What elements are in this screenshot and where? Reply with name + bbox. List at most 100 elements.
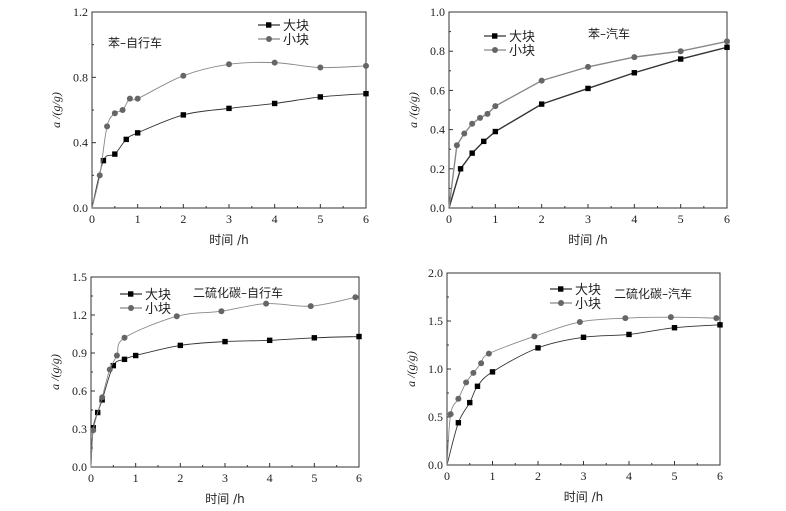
data-point-square <box>717 322 723 328</box>
data-point-square <box>671 325 678 331</box>
y-axis-label: a /(g/g) <box>49 92 63 128</box>
legend-label: 大块 <box>509 30 535 45</box>
y-tick-label: 1.5 <box>72 270 87 284</box>
data-point-circle <box>484 110 491 117</box>
x-axis-label: 时间 /h <box>205 492 244 506</box>
series-line-1 <box>446 324 721 466</box>
data-point-square <box>469 150 475 156</box>
data-point-square <box>492 128 499 135</box>
data-point-circle <box>576 318 583 325</box>
x-axis-label: 时间 /h <box>209 233 248 247</box>
panel-4: 0 1 2 3 4 5 6 0.0 0.5 1.0 1.5 2.0 时间 /h a /(g/g) 二硫化碳–… <box>404 266 723 504</box>
data-point-square <box>356 333 362 340</box>
panel-title: 苯–自行车 <box>108 35 162 50</box>
series-line-2 <box>90 296 356 468</box>
data-point-circle <box>667 314 674 321</box>
data-point-square <box>132 352 139 359</box>
legend-marker-square <box>128 291 134 297</box>
y-tick-label: 0.3 <box>72 422 87 436</box>
data-point-square <box>457 166 464 172</box>
x-tick-label: 2 <box>177 471 183 485</box>
x-tick-label: 5 <box>317 212 323 226</box>
data-point-circle <box>99 394 106 401</box>
legend-marker-square <box>492 33 498 39</box>
data-point-square <box>481 138 487 145</box>
y-tick-label: 0.5 <box>428 410 443 424</box>
legend-label: 小块 <box>145 302 171 317</box>
x-axis-label: 时间 /h <box>568 233 607 247</box>
legend-marker-square <box>558 286 564 292</box>
panel-title: 二硫化碳–自行车 <box>193 285 283 300</box>
x-tick-label: 1 <box>135 212 141 226</box>
y-tick-label: 0.0 <box>430 201 445 215</box>
data-point-circle <box>531 333 538 340</box>
data-point-circle <box>307 303 314 310</box>
data-point-circle <box>677 48 684 55</box>
y-tick-label: 0.4 <box>73 136 88 150</box>
data-point-circle <box>121 334 128 341</box>
data-point-square <box>271 100 278 107</box>
data-point-square <box>677 56 684 62</box>
data-point-circle <box>106 366 113 373</box>
y-axis-label: a /(g/g) <box>406 92 420 128</box>
data-point-circle <box>453 142 460 149</box>
data-point-square <box>121 356 128 363</box>
data-point-square <box>266 337 273 344</box>
series-line-1 <box>90 336 360 468</box>
legend-label: 小块 <box>575 297 601 312</box>
x-tick-label: 4 <box>267 471 273 485</box>
legend-label: 小块 <box>509 44 535 59</box>
x-tick-label: 0 <box>88 471 94 485</box>
legend-marker-circle <box>492 47 498 53</box>
legend-label: 小块 <box>283 33 309 48</box>
data-point-circle <box>218 308 225 315</box>
data-point-square <box>631 70 638 76</box>
x-axis-label: 时间 /h <box>564 490 603 504</box>
x-tick-label: 0 <box>446 212 452 226</box>
data-point-circle <box>455 395 462 402</box>
data-point-square <box>626 331 632 338</box>
panel-1: 0 1 2 3 4 5 6 0.0 0.4 0.8 1.2 时间 /h a /(g/g) 苯–自行车 大块小… <box>49 5 369 247</box>
y-tick-label: 0.0 <box>72 460 87 474</box>
data-point-circle <box>173 313 180 320</box>
data-point-circle <box>585 63 591 70</box>
x-tick-label: 2 <box>539 212 545 226</box>
legend-label: 大块 <box>283 19 309 34</box>
data-point-square <box>474 383 481 389</box>
x-tick-label: 6 <box>363 212 369 226</box>
data-point-square <box>538 101 545 107</box>
data-point-square <box>467 399 473 406</box>
y-axis-label: a /(g/g) <box>404 351 418 387</box>
y-tick-label: 1.0 <box>428 362 443 376</box>
x-tick-label: 6 <box>724 212 730 226</box>
data-point-circle <box>478 360 485 367</box>
y-tick-label: 0.6 <box>72 384 87 398</box>
data-point-circle <box>96 172 103 179</box>
panel-2: 0 1 2 3 4 5 6 0.0 0.2 0.4 0.6 0.8 1.0 时间 /h a /(g/g) 苯–… <box>406 5 730 247</box>
data-point-circle <box>317 64 324 71</box>
data-point-circle <box>180 72 187 79</box>
data-point-square <box>100 157 107 164</box>
x-tick-label: 3 <box>222 471 228 485</box>
data-point-circle <box>622 315 629 322</box>
data-point-circle <box>271 59 278 66</box>
y-tick-label: 0.4 <box>430 123 445 137</box>
data-point-circle <box>226 61 232 68</box>
data-point-circle <box>538 77 545 84</box>
y-tick-label: 1.0 <box>430 5 445 19</box>
x-tick-label: 5 <box>678 212 684 226</box>
data-point-circle <box>463 379 470 386</box>
data-point-square <box>134 130 141 136</box>
legend-marker-circle <box>266 36 272 42</box>
y-axis-label: a /(g/g) <box>48 354 62 390</box>
panel-title: 二硫化碳–汽车 <box>614 286 692 301</box>
x-tick-label: 4 <box>272 212 278 226</box>
data-point-square <box>317 94 324 100</box>
y-tick-label: 0.8 <box>430 44 445 58</box>
data-point-circle <box>713 315 720 322</box>
data-point-square <box>222 338 228 345</box>
x-tick-label: 1 <box>490 469 496 483</box>
data-point-square <box>724 44 730 50</box>
data-point-circle <box>631 54 638 61</box>
